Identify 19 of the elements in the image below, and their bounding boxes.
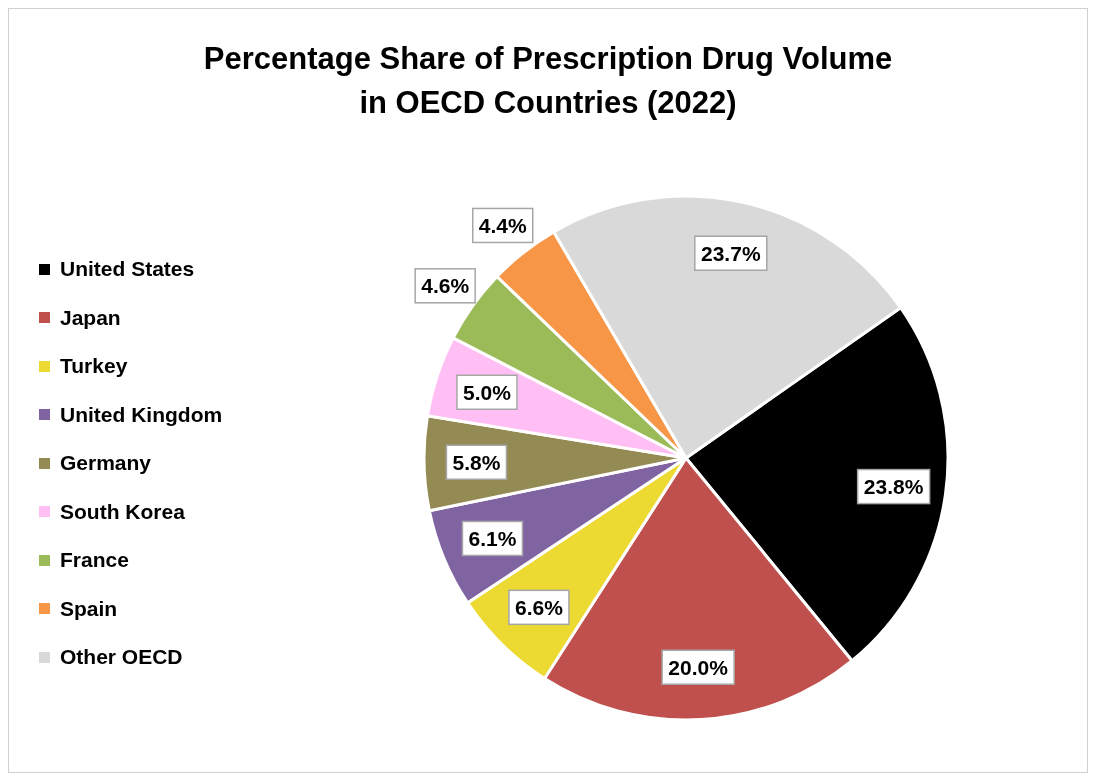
- data-label: 6.1%: [468, 526, 517, 550]
- data-label: 23.8%: [863, 475, 924, 499]
- data-label: 6.6%: [515, 595, 564, 619]
- data-label: 5.0%: [463, 380, 512, 404]
- legend-label: Turkey: [60, 354, 128, 379]
- data-label: 4.6%: [421, 274, 470, 298]
- legend-label: France: [60, 548, 129, 573]
- legend-label: Japan: [60, 305, 121, 330]
- data-label: 23.7%: [701, 241, 761, 265]
- legend-label: United Kingdom: [60, 402, 223, 427]
- legend-label: South Korea: [60, 499, 185, 524]
- data-label: 20.0%: [668, 655, 729, 679]
- data-label: 4.4%: [478, 213, 528, 237]
- legend-label: Spain: [60, 596, 118, 621]
- chart-title: Percentage Share of Prescription Drug Volume in OECD Countries (2022): [202, 40, 894, 122]
- legend-label: United States: [60, 257, 195, 282]
- data-label: 5.8%: [452, 450, 501, 474]
- legend-label: Germany: [60, 451, 152, 476]
- legend-label: Other OECD: [60, 645, 183, 670]
